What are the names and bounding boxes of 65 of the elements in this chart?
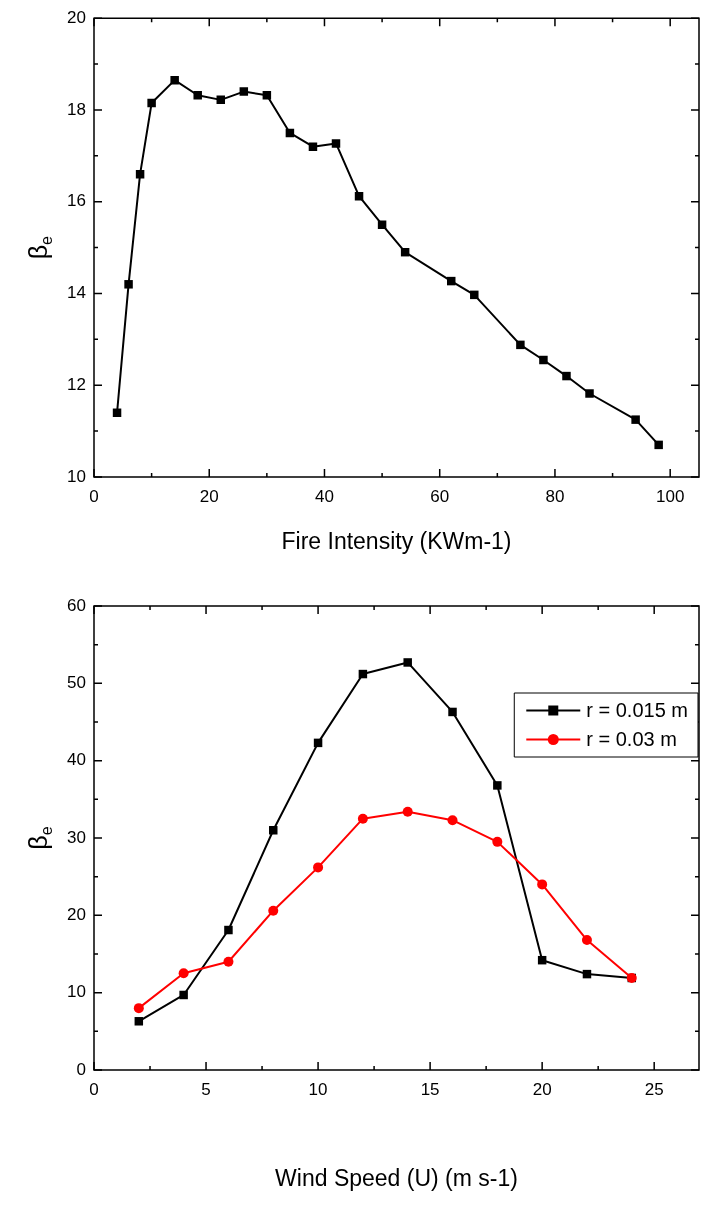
y-axis-title: βe [23, 235, 55, 260]
point [581, 935, 592, 946]
y-tick-label: 16 [67, 191, 86, 211]
y-tick-label: 20 [67, 7, 86, 27]
x-tick-label: 25 [644, 1079, 664, 1099]
point [448, 707, 457, 717]
point [179, 990, 188, 1000]
x-tick-label: 0 [89, 486, 99, 506]
point [377, 220, 387, 229]
point [134, 1017, 144, 1026]
point [133, 1003, 144, 1014]
x-tick-label: 5 [201, 1079, 211, 1099]
point [224, 925, 233, 935]
x-tick-label: 10 [308, 1079, 328, 1099]
point [492, 836, 503, 847]
legend-label: r = 0.03 m [586, 728, 677, 751]
point [539, 355, 548, 365]
y-tick-label: 50 [67, 673, 86, 693]
legend-label: r = 0.015 m [586, 699, 688, 722]
y-tick-label: 40 [67, 750, 86, 770]
x-axis-title: Fire Intensity (KWm-1) [281, 528, 512, 555]
x-tick-label: 100 [656, 486, 685, 506]
y-tick-label: 10 [67, 466, 86, 486]
point [147, 98, 156, 108]
y-tick-label: 10 [67, 982, 86, 1002]
y-tick-label: 12 [67, 374, 86, 394]
point [537, 879, 548, 890]
point [262, 91, 272, 100]
y-tick-label: 14 [67, 283, 86, 303]
point [331, 139, 341, 148]
x-tick-label: 20 [199, 486, 219, 506]
x-tick-label: 60 [430, 486, 450, 506]
point [124, 280, 133, 289]
point [223, 956, 234, 967]
point [313, 862, 324, 873]
point [357, 813, 368, 824]
y-tick-label: 20 [67, 905, 86, 925]
point [631, 415, 640, 424]
x-tick-label: 15 [420, 1079, 440, 1099]
point [447, 815, 458, 826]
point [403, 658, 412, 667]
y-tick-label: 18 [67, 99, 86, 119]
point [585, 389, 594, 398]
y-tick-label: 60 [67, 595, 86, 615]
point [193, 91, 202, 100]
point [516, 340, 525, 350]
point [562, 371, 571, 381]
y-tick-label: 0 [76, 1059, 86, 1079]
point [269, 826, 278, 835]
x-tick-label: 0 [89, 1079, 99, 1099]
y-axis-title: βe [23, 826, 55, 850]
point [470, 290, 479, 300]
point [239, 87, 249, 96]
point [402, 806, 413, 817]
x-tick-label: 80 [545, 486, 565, 506]
point [170, 75, 179, 85]
point [493, 781, 502, 790]
point [178, 968, 189, 979]
point [308, 142, 318, 151]
point [654, 440, 663, 450]
x-tick-label: 40 [315, 486, 334, 506]
x-tick-label: 20 [532, 1079, 552, 1099]
point [268, 905, 279, 916]
x-axis-title: Wind Speed (U) (m s-1) [275, 1165, 518, 1192]
y-tick-label: 30 [67, 827, 86, 847]
